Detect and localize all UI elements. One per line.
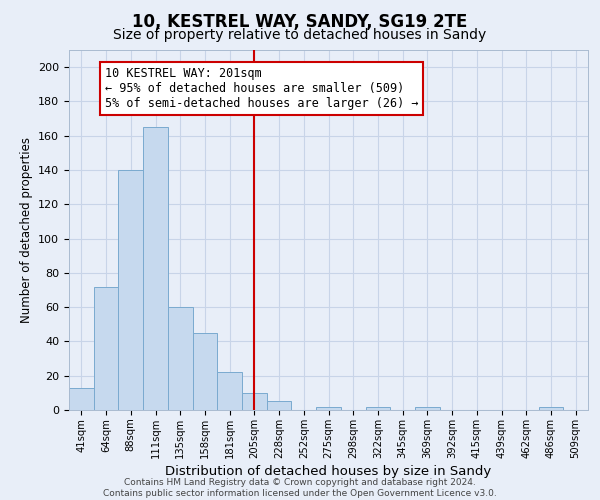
Text: 10, KESTREL WAY, SANDY, SG19 2TE: 10, KESTREL WAY, SANDY, SG19 2TE <box>133 12 467 30</box>
Bar <box>168 307 193 410</box>
Bar <box>69 388 94 410</box>
Bar <box>217 372 242 410</box>
Bar <box>94 286 118 410</box>
Bar <box>365 406 390 410</box>
Bar <box>118 170 143 410</box>
Bar <box>539 406 563 410</box>
Bar <box>267 402 292 410</box>
Text: 10 KESTREL WAY: 201sqm
← 95% of detached houses are smaller (509)
5% of semi-det: 10 KESTREL WAY: 201sqm ← 95% of detached… <box>105 67 418 110</box>
Bar <box>193 333 217 410</box>
Bar <box>242 393 267 410</box>
X-axis label: Distribution of detached houses by size in Sandy: Distribution of detached houses by size … <box>166 465 491 478</box>
Bar <box>415 406 440 410</box>
Text: Contains HM Land Registry data © Crown copyright and database right 2024.
Contai: Contains HM Land Registry data © Crown c… <box>103 478 497 498</box>
Text: Size of property relative to detached houses in Sandy: Size of property relative to detached ho… <box>113 28 487 42</box>
Y-axis label: Number of detached properties: Number of detached properties <box>20 137 32 323</box>
Bar <box>143 127 168 410</box>
Bar <box>316 406 341 410</box>
